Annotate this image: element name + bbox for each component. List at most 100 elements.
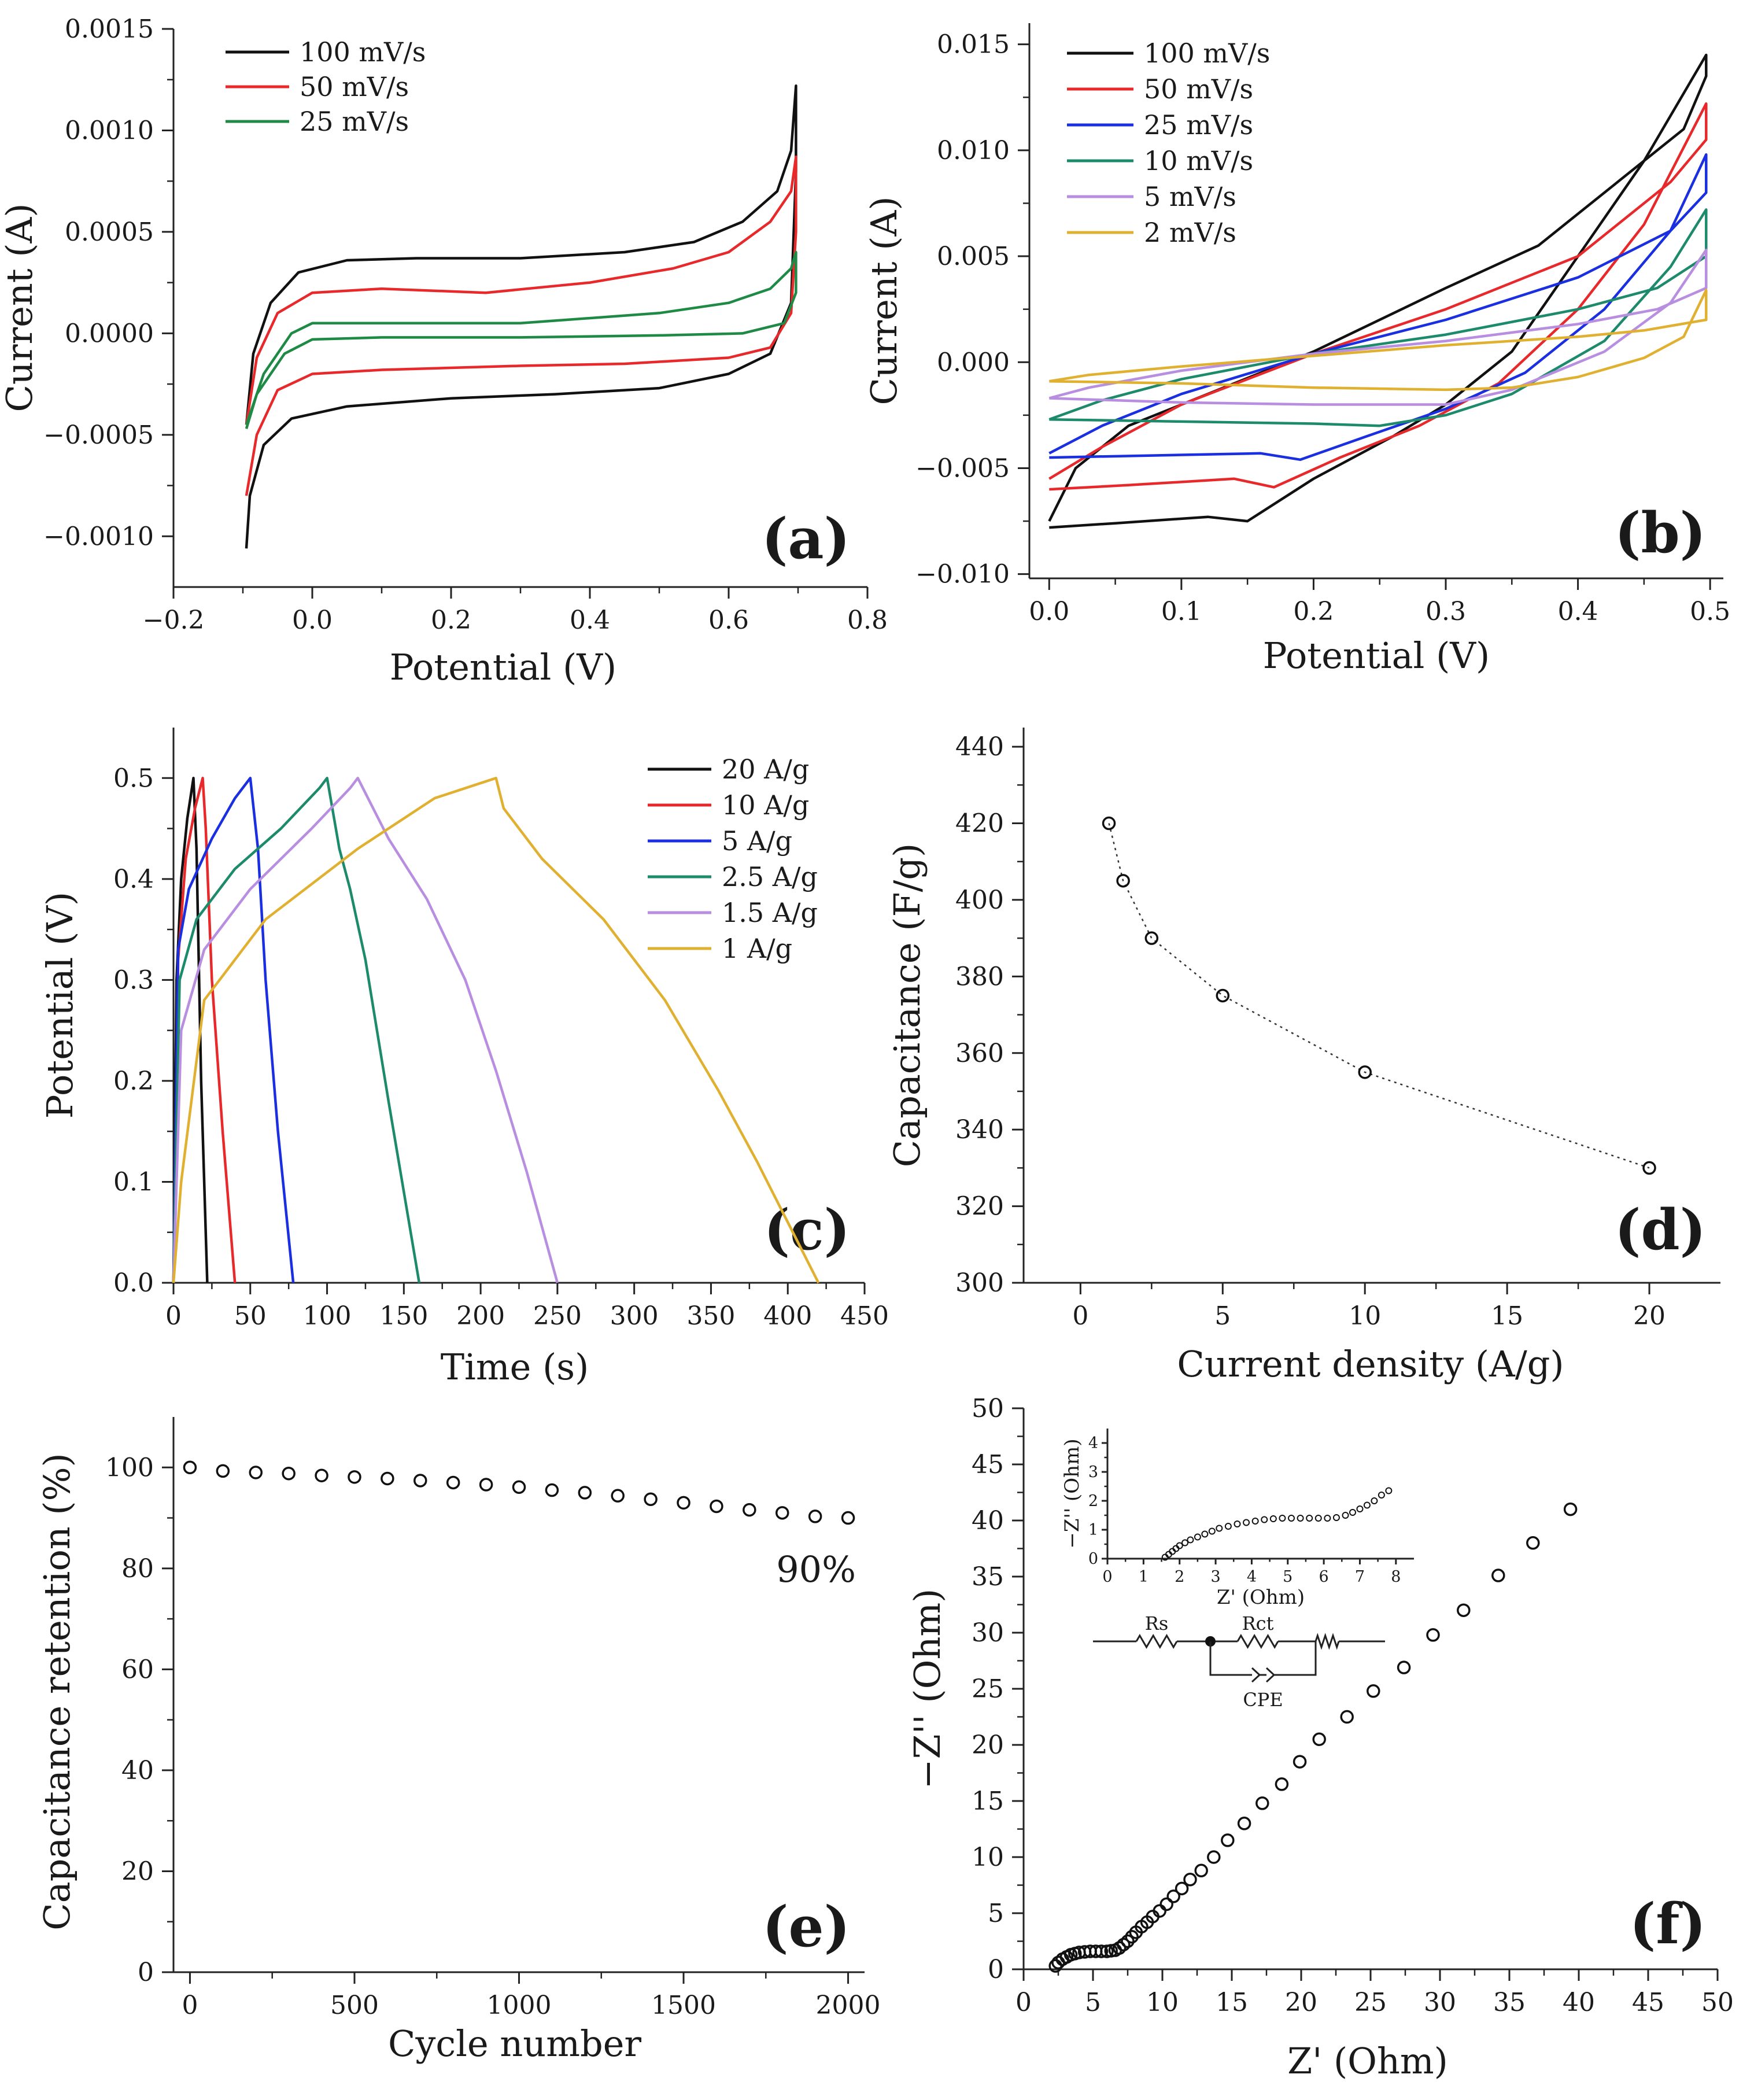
data-point: [413, 1474, 427, 1488]
y-tick-label: 50: [972, 1394, 1004, 1423]
y-axis-title: Potential (V): [39, 892, 81, 1119]
y-tick-label: 0.4: [113, 865, 154, 894]
x-tick-label: 1000: [487, 1991, 552, 2020]
x-tick-label: 0.4: [570, 606, 610, 635]
inset-data-point: [1269, 1515, 1277, 1522]
x-tick-label: 400: [763, 1301, 812, 1331]
x-tick-label: 6: [1319, 1568, 1329, 1586]
x-tick-label: 1: [1139, 1568, 1149, 1586]
chart-panel-d: 0 5 10 15 20 300 320 340 360 380 400 420 440 Current …: [886, 728, 1720, 1385]
inset-data-point: [1342, 1512, 1349, 1519]
y-tick-label: 0: [988, 1955, 1004, 1984]
y-tick-label: 4: [1088, 1434, 1098, 1452]
inset-data-point: [1306, 1515, 1313, 1522]
chart-panel-b: 0.0 0.1 0.2 0.3 0.4 0.5 −0.010 −0.005 0.000 0.005…: [863, 23, 1730, 677]
data-point: [1491, 1568, 1505, 1582]
inset-data-point: [1251, 1518, 1259, 1525]
y-tick-label: 360: [955, 1039, 1004, 1068]
data-point: [348, 1470, 361, 1484]
x-tick-label: 0.6: [708, 606, 749, 635]
series-line: [1048, 289, 1708, 392]
y-tick-label: 30: [972, 1618, 1004, 1648]
rs-label: Rs: [1145, 1612, 1169, 1634]
series-line: [172, 777, 295, 1283]
inset-x-title: Z' (Ohm): [1217, 1586, 1305, 1609]
inset-data-point: [1181, 1539, 1189, 1547]
inset-data-point: [1194, 1533, 1201, 1541]
series-line: [1048, 208, 1708, 427]
panel-label: (d): [1615, 1197, 1706, 1263]
cpe-branch-wire: [1209, 1641, 1317, 1676]
series-line: [245, 250, 797, 429]
legend-label: 50 mV/s: [300, 71, 409, 102]
data-point: [1642, 1161, 1656, 1175]
y-axis-title: Current (A): [0, 203, 40, 412]
x-tick-label: 0: [1072, 1301, 1088, 1331]
y-tick-label: 1: [1088, 1521, 1098, 1539]
x-tick-label: 0.5: [1690, 597, 1730, 626]
inset-data-point: [1201, 1530, 1209, 1538]
x-tick-label: 25: [1354, 1988, 1387, 2017]
y-tick-label: −0.0005: [43, 420, 154, 450]
x-tick-label: 0: [1015, 1988, 1032, 2017]
data-point: [1175, 1881, 1189, 1896]
rct-label: Rct: [1242, 1612, 1274, 1634]
inset-data-point: [1243, 1519, 1250, 1526]
inset-data-point: [1261, 1516, 1268, 1523]
legend-label: 50 mV/s: [1144, 73, 1253, 105]
data-point: [841, 1511, 855, 1525]
y-tick-label: −0.005: [915, 453, 1010, 483]
y-tick-label: 0.1: [113, 1167, 154, 1197]
data-point: [1397, 1660, 1411, 1674]
x-tick-label: 0: [182, 1991, 198, 2020]
legend-label: 25 mV/s: [300, 106, 409, 137]
data-point: [1102, 816, 1116, 831]
cpe-element: [1251, 1667, 1276, 1683]
y-tick-label: 440: [955, 732, 1004, 762]
x-axis-title: Potential (V): [390, 646, 616, 688]
legend-label: 10 A/g: [722, 789, 809, 821]
x-tick-label: 200: [456, 1301, 505, 1331]
y-axis-title: Capacitance (F/g): [886, 843, 928, 1168]
warburg-element: [1314, 1633, 1340, 1650]
data-point: [1255, 1796, 1269, 1810]
x-tick-label: 40: [1563, 1988, 1595, 2017]
y-tick-label: 0.0015: [65, 14, 154, 44]
legend-label: 2 mV/s: [1144, 217, 1236, 248]
y-tick-label: 20: [121, 1857, 154, 1886]
x-tick-label: 0.2: [1293, 597, 1334, 626]
inset-data-point: [1224, 1523, 1232, 1530]
x-tick-label: 8: [1391, 1568, 1401, 1586]
inset-data-point: [1332, 1514, 1340, 1521]
y-tick-label: 0.3: [113, 965, 154, 995]
data-point: [1426, 1628, 1440, 1642]
x-tick-label: 0.2: [431, 606, 471, 635]
legend-label: 5 mV/s: [1144, 181, 1236, 212]
data-point: [1526, 1536, 1540, 1550]
data-point: [677, 1496, 690, 1510]
y-tick-label: 0.5: [113, 763, 154, 793]
series-line: [172, 777, 820, 1284]
inset-data-point: [1208, 1527, 1216, 1535]
legend-label: 1 A/g: [722, 933, 792, 964]
y-axis-title: Capacitance retention (%): [36, 1453, 78, 1930]
x-tick-label: 5: [1085, 1988, 1101, 2017]
x-tick-label: 2: [1175, 1568, 1184, 1586]
x-axis-title: Current density (A/g): [1177, 1343, 1564, 1385]
data-point: [479, 1478, 493, 1492]
x-tick-label: 45: [1632, 1988, 1664, 2017]
y-tick-label: 0: [1088, 1550, 1098, 1568]
series-line: [172, 777, 421, 1283]
legend-label: 2.5 A/g: [722, 861, 818, 892]
data-point: [183, 1460, 197, 1475]
data-point: [1340, 1710, 1354, 1724]
chart-panel-f: 0 5 10 15 20 25 30 35 40 45 5005101520253035404550…: [906, 1394, 1734, 2082]
x-tick-label: 3: [1210, 1568, 1220, 1586]
data-point: [249, 1466, 263, 1479]
y-tick-label: 2: [1088, 1492, 1098, 1510]
annotation-label: 90%: [776, 1548, 856, 1590]
y-tick-label: 0.0005: [65, 217, 154, 247]
chart-panel-c: 0 50 100 150 200 250 300 350 400 450 0.0 0.1 0.2 0.3 0…: [39, 728, 889, 1388]
data-point: [644, 1492, 658, 1507]
x-tick-label: 0.1: [1161, 597, 1202, 626]
